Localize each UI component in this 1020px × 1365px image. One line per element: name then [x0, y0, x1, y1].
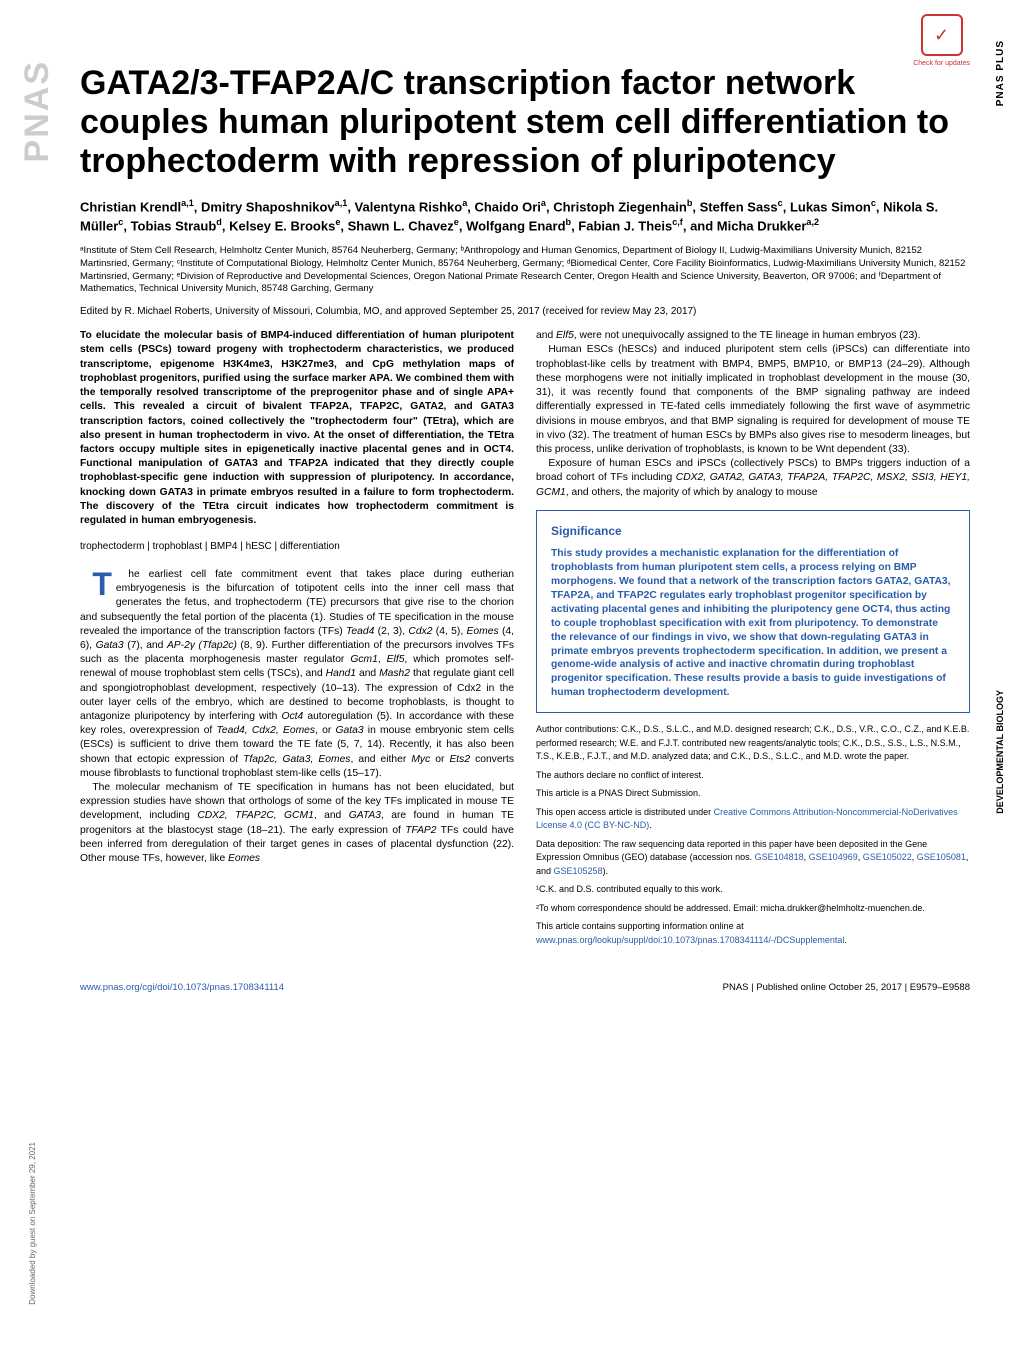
- check-label: Check for updates: [913, 60, 970, 67]
- direct-submission: This article is a PNAS Direct Submission…: [536, 787, 970, 801]
- author-list: Christian Krendla,1, Dmitry Shaposhnikov…: [80, 197, 970, 235]
- author-contributions: Author contributions: C.K., D.S., S.L.C.…: [536, 723, 970, 764]
- download-note: Downloaded by guest on September 29, 202…: [28, 1142, 37, 1305]
- license-post: .: [649, 820, 652, 830]
- geo-link[interactable]: GSE105081: [917, 852, 966, 862]
- supplemental-line: This article contains supporting informa…: [536, 920, 970, 947]
- footnote-equal: ¹C.K. and D.S. contributed equally to th…: [536, 883, 970, 897]
- geo-link[interactable]: GSE105258: [554, 866, 603, 876]
- geo-link[interactable]: GSE104818: [755, 852, 804, 862]
- significance-box: Significance This study provides a mecha…: [536, 510, 970, 713]
- body-paragraph: The earliest cell fate commitment event …: [80, 568, 514, 781]
- check-updates-badge[interactable]: ✓ Check for updates: [913, 14, 970, 67]
- license-line: This open access article is distributed …: [536, 806, 970, 833]
- edited-by-line: Edited by R. Michael Roberts, University…: [80, 306, 970, 317]
- conflict-of-interest: The authors declare no conflict of inter…: [536, 769, 970, 783]
- article-title: GATA2/3-TFAP2A/C transcription factor ne…: [80, 64, 970, 181]
- data-deposition: Data deposition: The raw sequencing data…: [536, 838, 970, 879]
- significance-body: This study provides a mechanistic explan…: [551, 547, 955, 700]
- body-paragraph: Exposure of human ESCs and iPSCs (collec…: [536, 457, 970, 500]
- page: PNAS Downloaded by guest on September 29…: [0, 0, 1020, 1365]
- page-footer: www.pnas.org/cgi/doi/10.1073/pnas.170834…: [80, 976, 970, 993]
- abstract-text: To elucidate the molecular basis of BMP4…: [80, 329, 514, 528]
- geo-link[interactable]: GSE104969: [809, 852, 858, 862]
- page-citation: PNAS | Published online October 25, 2017…: [723, 982, 970, 993]
- body-paragraph: Human ESCs (hESCs) and induced pluripote…: [536, 343, 970, 457]
- supp-pre: This article contains supporting informa…: [536, 921, 744, 931]
- geo-link[interactable]: GSE105022: [863, 852, 912, 862]
- body-paragraph: and Elf5, were not unequivocally assigne…: [536, 329, 970, 343]
- affiliations: ᵃInstitute of Stem Cell Research, Helmho…: [80, 245, 970, 296]
- left-column: To elucidate the molecular basis of BMP4…: [80, 329, 514, 952]
- footnote-correspondence: ²To whom correspondence should be addres…: [536, 902, 970, 916]
- supplemental-link[interactable]: www.pnas.org/lookup/suppl/doi:10.1073/pn…: [536, 935, 844, 945]
- article-metadata: Author contributions: C.K., D.S., S.L.C.…: [536, 723, 970, 947]
- pnas-plus-label: PNAS PLUS: [995, 40, 1006, 106]
- two-column-body: To elucidate the molecular basis of BMP4…: [80, 329, 970, 952]
- doi-link[interactable]: www.pnas.org/cgi/doi/10.1073/pnas.170834…: [80, 982, 284, 993]
- keywords-line: trophectoderm | trophoblast | BMP4 | hES…: [80, 540, 514, 554]
- license-pre: This open access article is distributed …: [536, 807, 714, 817]
- body-paragraph: The molecular mechanism of TE specificat…: [80, 781, 514, 866]
- significance-title: Significance: [551, 523, 955, 540]
- dev-biology-label: DEVELOPMENTAL BIOLOGY: [996, 690, 1006, 814]
- data-post: ).: [603, 866, 609, 876]
- check-icon: ✓: [921, 14, 963, 56]
- right-column: and Elf5, were not unequivocally assigne…: [536, 329, 970, 952]
- supp-post: .: [844, 935, 847, 945]
- pnas-vertical-logo: PNAS: [18, 60, 57, 162]
